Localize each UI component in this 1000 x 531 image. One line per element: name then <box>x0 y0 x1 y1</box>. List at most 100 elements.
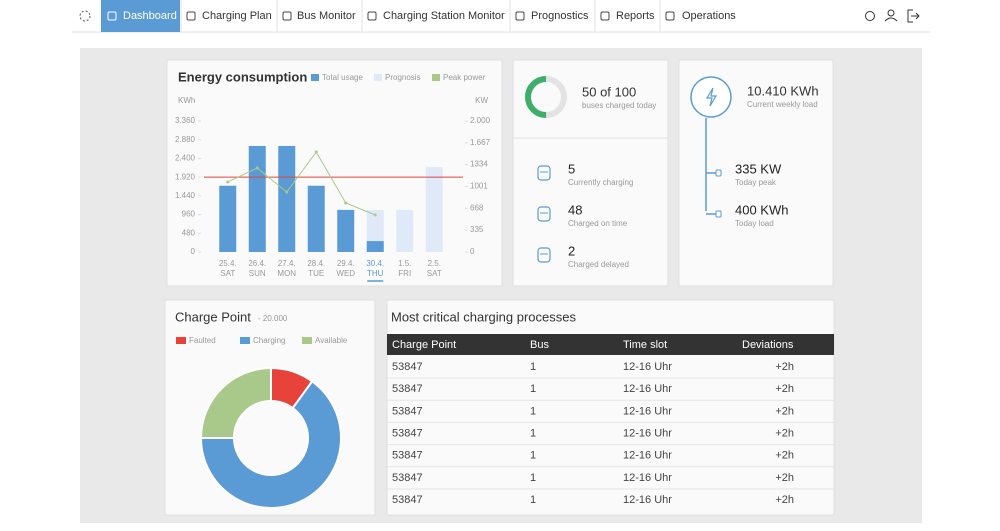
table-cell: 12-16 Uhr <box>623 472 672 484</box>
nav-item[interactable]: Charging Plan <box>202 10 272 22</box>
bus-stat-label: Charged delayed <box>568 260 629 269</box>
help-icon[interactable] <box>865 11 875 21</box>
table-header-bg <box>387 334 834 355</box>
nav-icon <box>367 11 377 21</box>
table-cell: 53847 <box>392 361 423 373</box>
nav-item[interactable]: Bus Monitor <box>297 10 356 22</box>
load-icon-bolt <box>705 87 718 107</box>
logo-icon[interactable] <box>79 10 91 22</box>
y-tick-label: 1.440 <box>175 191 196 200</box>
x-tick-label: SAT <box>427 269 442 278</box>
x-tick-date: 2.5. <box>428 259 441 268</box>
bus-stat-value: 5 <box>568 161 575 176</box>
y-axis-label: KWh <box>178 96 195 105</box>
nav: Dashboard Charging Plan Bus Monitor Chargin… <box>107 0 736 32</box>
table-cell: 12-16 Uhr <box>623 405 672 417</box>
table-cell: 12-16 Uhr <box>623 361 672 373</box>
x-tick-date: 30.4. <box>366 259 384 268</box>
nav-item[interactable]: Reports <box>616 10 655 22</box>
load-subtitle: Current weekly load <box>747 100 818 109</box>
table-header: Deviations <box>742 339 794 351</box>
load-icon-ring <box>690 76 732 118</box>
nav-icon <box>186 11 196 21</box>
pie-legend-label: Available <box>315 336 348 345</box>
x-tick-label: MON <box>277 269 296 278</box>
legend-swatch <box>311 74 319 81</box>
table-card <box>386 299 835 516</box>
table-cell: 53847 <box>392 450 423 462</box>
bus-stat-value: 48 <box>568 202 582 217</box>
load-value: 335 KW <box>735 161 782 176</box>
y-tick-label: 0 <box>191 247 196 256</box>
bus-icon <box>537 206 551 222</box>
nav-icon <box>515 11 525 21</box>
y-tick-label: 2.400 <box>175 154 196 163</box>
line-point <box>226 180 230 184</box>
nav-item[interactable]: Dashboard <box>123 10 177 22</box>
logout-icon[interactable] <box>907 9 920 23</box>
load-label: Today load <box>735 219 774 228</box>
y-tick-label: 480 <box>182 228 196 237</box>
bus-icon <box>537 247 551 263</box>
table-cell: 12-16 Uhr <box>623 428 672 440</box>
table-cell: +2h <box>775 361 794 373</box>
x-tick-date: 27.4. <box>278 259 296 268</box>
nav-item[interactable]: Prognostics <box>531 10 589 22</box>
energy-card <box>166 59 503 287</box>
table-cell: 12-16 Uhr <box>623 494 672 506</box>
bar <box>337 209 355 252</box>
load-headline: 10.410 KWh <box>747 83 819 98</box>
table-cell: +2h <box>775 450 794 462</box>
bar <box>366 241 384 252</box>
user-icon[interactable] <box>887 9 895 17</box>
bus-stat-value: 2 <box>568 243 575 258</box>
y2-tick-label: 1334 <box>470 160 488 169</box>
table-cell: +2h <box>775 383 794 395</box>
y2-tick-label: 0 <box>470 247 475 256</box>
line-point <box>285 190 289 194</box>
bus-headline: 50 of 100 <box>582 84 636 99</box>
y-tick-label: 1.920 <box>175 172 196 181</box>
nav-item[interactable]: Operations <box>682 10 736 22</box>
bus-subtitle: buses charged today <box>582 101 656 110</box>
table-cell: 1 <box>530 472 536 484</box>
table-cell: 53847 <box>392 428 423 440</box>
table-cell: 1 <box>530 361 536 373</box>
table-cell: 12-16 Uhr <box>623 450 672 462</box>
pie-slice <box>199 366 272 439</box>
load-label: Today peak <box>735 178 777 187</box>
x-tick-label: SUN <box>249 269 266 278</box>
pie-legend-label: Faulted <box>189 336 216 345</box>
table-cell: 1 <box>530 428 536 440</box>
bus-stat-label: Currently charging <box>568 178 633 187</box>
nav-item[interactable]: Charging Station Monitor <box>383 10 505 22</box>
y2-tick-label: 2.000 <box>470 116 491 125</box>
energy-title: Energy consumption <box>178 69 307 84</box>
nav-icon <box>282 11 292 21</box>
nav-icon <box>107 11 117 21</box>
table-cell: +2h <box>775 494 794 506</box>
charge-point-title: Charge Point <box>175 309 251 324</box>
table-title: Most critical charging processes <box>391 309 576 324</box>
legend-label: Total usage <box>322 73 363 82</box>
table-cell: +2h <box>775 472 794 484</box>
table-cell: 53847 <box>392 472 423 484</box>
y2-tick-label: 335 <box>470 225 484 234</box>
bus-stat-label: Charged on time <box>568 219 628 228</box>
legend-label: Prognosis <box>385 73 421 82</box>
x-tick-label: THU <box>367 269 384 278</box>
bus-icon <box>537 165 551 181</box>
pie-legend-label: Charging <box>253 336 285 345</box>
bar <box>248 145 266 252</box>
nav-icon <box>600 11 610 21</box>
table-cell: 1 <box>530 405 536 417</box>
y-tick-label: 2.880 <box>175 135 196 144</box>
table-header: Bus <box>530 339 549 351</box>
line-point <box>255 166 259 170</box>
x-tick-label: FRI <box>398 269 411 278</box>
pie-slice <box>199 379 342 509</box>
y-tick-label: 3.360 <box>175 116 196 125</box>
bar <box>425 167 443 252</box>
nav-active-bg <box>101 0 180 32</box>
